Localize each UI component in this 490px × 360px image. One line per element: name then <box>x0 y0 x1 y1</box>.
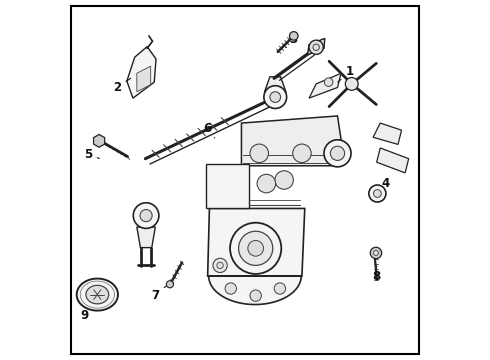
Polygon shape <box>265 77 286 96</box>
Circle shape <box>230 223 281 274</box>
Circle shape <box>257 174 275 193</box>
Circle shape <box>275 171 294 189</box>
Circle shape <box>270 92 281 103</box>
Polygon shape <box>137 227 155 248</box>
Circle shape <box>239 231 273 265</box>
Polygon shape <box>309 73 341 98</box>
Polygon shape <box>242 116 343 166</box>
Polygon shape <box>208 208 305 276</box>
Circle shape <box>250 290 261 301</box>
Text: 1: 1 <box>338 65 354 82</box>
Text: 4: 4 <box>378 177 390 192</box>
Polygon shape <box>373 123 402 144</box>
Polygon shape <box>377 148 409 173</box>
Circle shape <box>133 203 159 228</box>
Circle shape <box>293 144 311 163</box>
Circle shape <box>274 283 286 294</box>
Circle shape <box>250 144 269 163</box>
Circle shape <box>313 44 319 50</box>
Polygon shape <box>94 134 105 147</box>
Text: 5: 5 <box>84 148 99 161</box>
Text: 2: 2 <box>113 78 131 94</box>
Polygon shape <box>137 66 151 92</box>
Circle shape <box>324 140 351 167</box>
Circle shape <box>225 283 237 294</box>
Circle shape <box>264 86 287 108</box>
Circle shape <box>167 281 173 288</box>
Text: 9: 9 <box>80 305 91 323</box>
Text: 3: 3 <box>286 33 297 48</box>
Circle shape <box>369 185 386 202</box>
Circle shape <box>370 247 382 258</box>
Polygon shape <box>86 285 109 304</box>
Polygon shape <box>127 46 156 98</box>
Polygon shape <box>308 39 325 55</box>
Circle shape <box>213 258 227 273</box>
Circle shape <box>373 251 378 256</box>
Circle shape <box>217 262 223 269</box>
Polygon shape <box>206 164 248 208</box>
Circle shape <box>140 210 152 222</box>
Text: 7: 7 <box>151 286 166 302</box>
Circle shape <box>290 32 298 40</box>
Circle shape <box>248 240 264 256</box>
Polygon shape <box>209 276 301 305</box>
Text: 8: 8 <box>372 266 381 283</box>
Circle shape <box>324 78 333 86</box>
Circle shape <box>330 146 344 161</box>
Circle shape <box>309 40 323 54</box>
Circle shape <box>373 190 381 197</box>
Circle shape <box>345 77 358 90</box>
Text: 6: 6 <box>203 122 215 138</box>
Polygon shape <box>77 279 118 311</box>
